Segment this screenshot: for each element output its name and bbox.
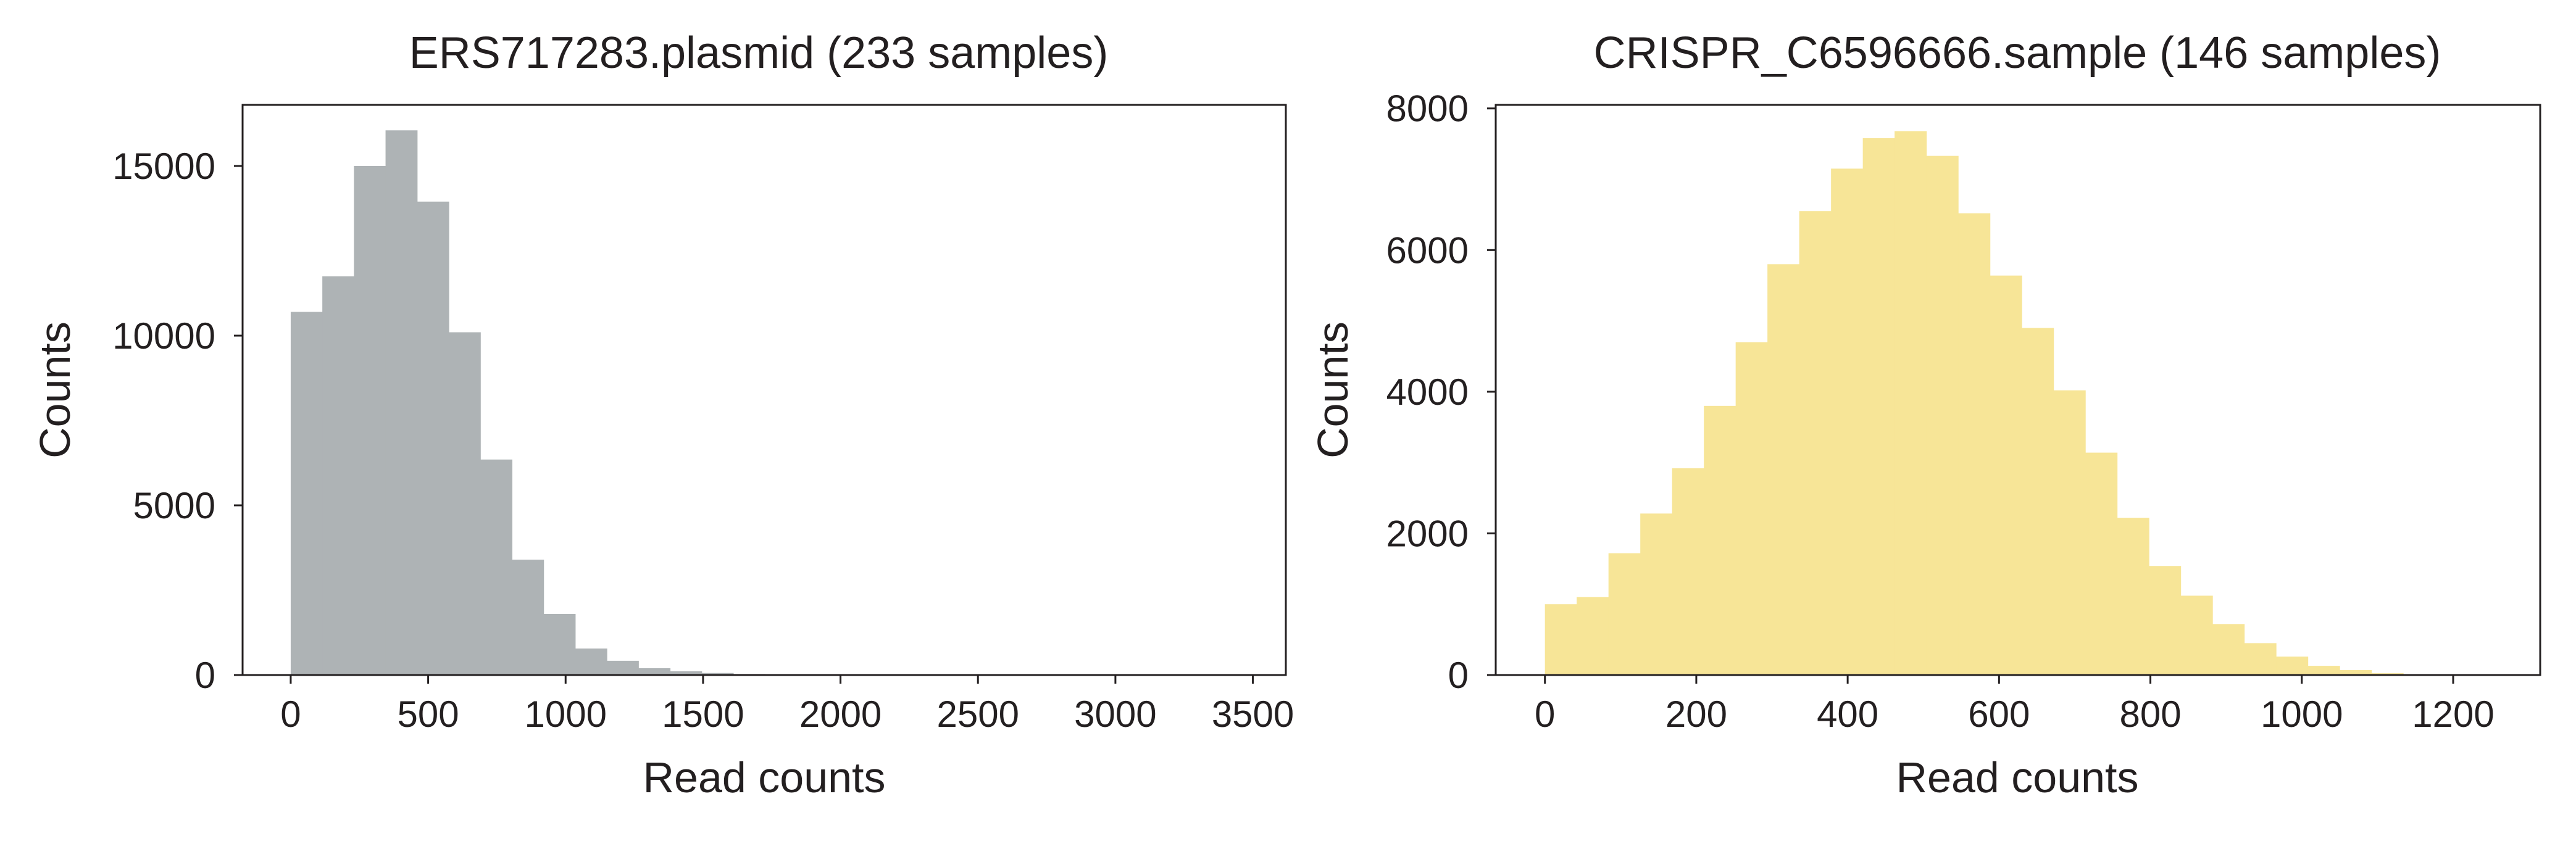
histogram-bar	[1831, 168, 1864, 676]
y-axis-label: Counts	[31, 321, 79, 458]
histogram-bar	[1577, 597, 1609, 675]
histogram-bar	[1767, 264, 1800, 675]
histogram-bar	[290, 312, 323, 675]
y-tick-label: 2000	[1386, 513, 1469, 554]
plot-frame	[1494, 104, 2541, 676]
x-axis-ticks: 0 500 1000 1500 2000 2500 3000 3500	[280, 675, 1294, 735]
histogram-panel-crispr: CRISPR_C6596666.sample (146 samples) 0 20…	[1309, 28, 2541, 802]
histogram-bar	[2212, 624, 2245, 675]
x-tick-label: 0	[280, 694, 301, 735]
x-tick-label: 1000	[2261, 694, 2343, 735]
y-tick-label: 5000	[133, 485, 215, 526]
histogram-bar	[607, 660, 639, 675]
histogram-bar	[1926, 155, 1959, 675]
histogram-bar	[417, 201, 449, 675]
histogram-bar	[1862, 138, 1895, 676]
x-tick-label: 2500	[936, 694, 1019, 735]
histogram-bar	[670, 671, 702, 675]
y-tick-label: 0	[195, 655, 215, 696]
y-tick-label: 15000	[112, 146, 215, 187]
x-axis-label: Read counts	[1896, 753, 2138, 802]
x-tick-label: 1000	[525, 694, 607, 735]
y-axis-ticks: 0 5000 10000 15000	[112, 146, 243, 696]
chart-title: CRISPR_C6596666.sample (146 samples)	[1594, 28, 2441, 78]
histogram-bar	[2340, 669, 2372, 675]
x-tick-label: 0	[1535, 694, 1555, 735]
x-tick-label: 3000	[1074, 694, 1156, 735]
y-tick-label: 6000	[1386, 230, 1469, 271]
histogram-bar	[2053, 390, 2086, 675]
histogram-bar	[480, 459, 513, 675]
histogram-bar	[701, 673, 734, 675]
y-tick-label: 4000	[1386, 371, 1469, 413]
x-tick-label: 200	[1665, 694, 1727, 735]
y-tick-label: 8000	[1386, 88, 1469, 130]
histogram-bar	[543, 614, 576, 675]
bars-group	[290, 130, 765, 675]
histogram-bar	[2085, 452, 2118, 675]
x-tick-label: 1500	[662, 694, 744, 735]
histogram-bar	[1672, 468, 1704, 675]
plot-frame	[241, 104, 1287, 676]
histogram-bar	[2022, 328, 2054, 675]
x-tick-label: 800	[2120, 694, 2182, 735]
histogram-bar	[638, 668, 671, 675]
y-axis-ticks: 0 2000 4000 6000 8000	[1386, 88, 1496, 696]
histogram-bar	[1894, 131, 1927, 676]
histogram-bar	[2149, 566, 2182, 675]
histogram-bar	[1608, 553, 1641, 675]
histogram-bar	[385, 130, 418, 675]
histogram-bar	[2180, 595, 2213, 675]
histogram-bar	[322, 276, 354, 675]
x-tick-label: 1200	[2412, 694, 2494, 735]
histogram-bar	[575, 648, 607, 675]
histogram-bar	[2244, 643, 2277, 675]
histogram-bar	[1640, 513, 1673, 675]
x-tick-label: 500	[398, 694, 459, 735]
histogram-bar	[1958, 213, 1991, 675]
bars-group	[1544, 131, 2404, 676]
histogram-bar	[448, 332, 481, 675]
y-axis-label: Counts	[1309, 321, 1357, 458]
histogram-bar	[512, 560, 544, 675]
histogram-bar	[354, 166, 386, 675]
histogram-bar	[2276, 657, 2309, 675]
x-tick-label: 600	[1968, 694, 2030, 735]
histogram-bar	[2307, 666, 2340, 675]
histogram-panel-plasmid: ERS717283.plasmid (233 samples) 0 500 1000…	[31, 28, 1294, 802]
histogram-bar	[1799, 211, 1832, 675]
histogram-bar	[2117, 518, 2149, 675]
x-axis-label: Read counts	[643, 753, 885, 802]
histogram-bar	[1704, 405, 1736, 675]
x-axis-ticks: 0 200 400 600 800 1000 1200	[1535, 675, 2495, 735]
chart-title: ERS717283.plasmid (233 samples)	[409, 28, 1109, 78]
x-tick-label: 2000	[799, 694, 882, 735]
histogram-bar	[1735, 342, 1768, 675]
y-tick-label: 10000	[112, 315, 215, 357]
x-tick-label: 400	[1817, 694, 1878, 735]
histogram-bar	[1544, 604, 1577, 675]
y-tick-label: 0	[1448, 655, 1469, 696]
x-tick-label: 3500	[1212, 694, 1294, 735]
histogram-bar	[1990, 275, 2022, 675]
